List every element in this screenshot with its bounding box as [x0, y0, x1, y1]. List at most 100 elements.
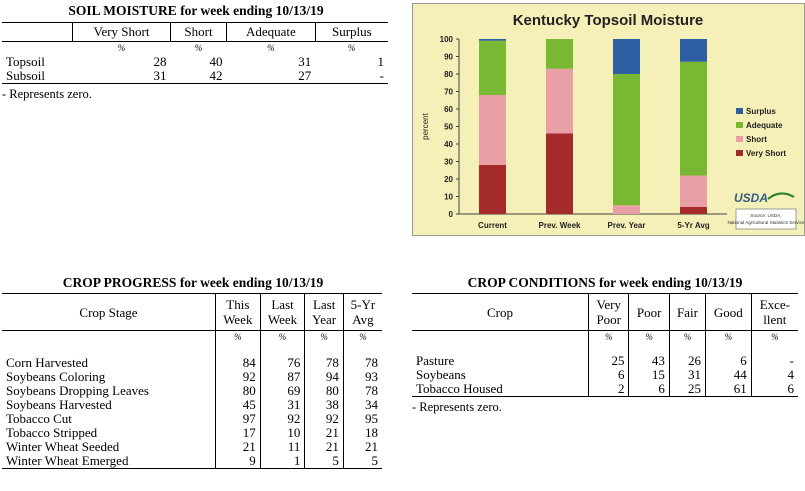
bar-segment — [479, 95, 506, 165]
table-row: Tobacco Stripped 17 10 21 18 — [2, 426, 382, 440]
source-text: National Agricultural Statistics Service — [727, 220, 805, 225]
usda-logo-swoosh — [767, 192, 795, 200]
y-tick-label: 90 — [444, 53, 453, 62]
unit-label: % — [215, 330, 261, 344]
table-cell: 11 — [259, 440, 305, 454]
unit-label: % — [342, 330, 382, 344]
row-label: Soybeans Dropping Leaves — [6, 383, 149, 398]
table-cell: 69 — [259, 384, 305, 398]
table-cell: 42 — [170, 69, 227, 84]
table-cell: 84 — [215, 356, 261, 370]
row-label: Topsoil — [6, 54, 45, 69]
soil-moisture-table: Very Short Short Adequate Surplus % % % … — [2, 22, 388, 84]
x-tick-label: Current — [478, 221, 507, 230]
bar-segment — [546, 133, 573, 214]
table-cell: 45 — [215, 398, 261, 412]
table-row: Pasture 25 43 26 6- — [412, 354, 798, 368]
table-cell: 6 — [628, 382, 670, 397]
bar-segment — [613, 39, 640, 74]
table-cell: 21 — [304, 426, 344, 440]
table-cell: 31 — [298, 54, 312, 69]
bar-segment — [546, 39, 573, 69]
column-header: Surplus — [314, 22, 388, 42]
table-cell: 6 — [705, 354, 752, 368]
unit-label: % — [267, 43, 275, 53]
table-cell: 93 — [342, 370, 382, 384]
table-cell: 92 — [259, 412, 305, 426]
x-tick-label: Prev. Week — [539, 221, 582, 230]
bar-segment — [680, 39, 707, 62]
row-label: Winter Wheat Seeded — [6, 439, 120, 454]
row-label: Tobacco Cut — [6, 411, 72, 426]
table-row: Topsoil 28 40 31 1 — [2, 55, 388, 69]
unit-label: % — [750, 330, 798, 344]
table-cell: 25 — [587, 354, 629, 368]
table-cell: 1 — [259, 454, 305, 469]
soil-moisture-title: SOIL MOISTURE for week ending 10/13/19 — [68, 3, 324, 18]
bar-segment — [613, 205, 640, 214]
table-row: Soybeans Coloring 92 87 94 93 — [2, 370, 382, 384]
table-cell: - — [750, 354, 798, 368]
table-cell: 92 — [215, 370, 261, 384]
table-cell: 25 — [668, 382, 706, 397]
table-cell: 31 — [668, 368, 706, 382]
table-cell: 44 — [705, 368, 752, 382]
unit-label: % — [194, 43, 203, 53]
table-cell: 28 — [153, 54, 167, 69]
row-label: Soybeans Harvested — [6, 397, 112, 412]
footnote: - Represents zero. — [412, 400, 502, 414]
unit-label: % — [304, 330, 344, 344]
legend-label: Adequate — [746, 121, 783, 130]
table-cell: 61 — [705, 382, 752, 397]
y-tick-label: 80 — [444, 70, 453, 79]
footnote: - Represents zero. — [2, 87, 92, 101]
y-tick-label: 60 — [444, 105, 453, 114]
column-header: Short — [169, 22, 227, 42]
table-cell: 17 — [215, 426, 261, 440]
unit-label: % — [628, 330, 670, 344]
table-cell: 2 — [587, 382, 629, 397]
column-header: Crop Stage — [2, 293, 216, 331]
row-label: Soybeans Coloring — [6, 369, 106, 384]
table-cell: 78 — [304, 356, 344, 370]
column-header: Exce-llent — [750, 293, 798, 331]
table-cell: 94 — [304, 370, 344, 384]
table-cell: 31 — [259, 398, 305, 412]
bar-segment — [479, 40, 506, 95]
column-header: Poor — [628, 293, 670, 331]
x-tick-label: 5-Yr Avg — [677, 221, 709, 230]
legend-label: Surplus — [746, 107, 776, 116]
table-cell: 40 — [209, 54, 223, 69]
y-tick-label: 10 — [444, 193, 453, 202]
row-label: Pasture — [416, 353, 455, 368]
table-cell: 6 — [587, 368, 629, 382]
chart-svg: Kentucky Topsoil Moisture 0 10 20 30 40 50 60 70… — [412, 3, 805, 236]
table-cell: 9 — [215, 454, 261, 469]
topsoil-moisture-chart: Kentucky Topsoil Moisture 0 10 20 30 40 50 60 70… — [412, 3, 805, 236]
table-cell: 38 — [304, 398, 344, 412]
column-header: 5-Yr Avg — [342, 293, 382, 331]
source-box — [735, 208, 797, 230]
table-cell: 26 — [668, 354, 706, 368]
bar-segment — [680, 207, 707, 214]
table-cell: 18 — [342, 426, 382, 440]
column-header: Crop — [412, 293, 589, 331]
table-cell: 97 — [215, 412, 261, 426]
crop-progress-title: CROP PROGRESS for week ending 10/13/19 — [62, 275, 324, 290]
table-cell: 34 — [342, 398, 382, 412]
table-cell: 92 — [304, 412, 344, 426]
table-row: Corn Harvested 84 76 78 78 — [2, 356, 382, 370]
table-cell: 43 — [628, 354, 670, 368]
table-row: Tobacco Cut 97 92 92 95 — [2, 412, 382, 426]
table-cell: 95 — [342, 412, 382, 426]
table-cell: 80 — [215, 384, 261, 398]
legend-swatch — [736, 150, 743, 156]
legend-label: Very Short — [746, 149, 786, 158]
table-row: Subsoil 31 42 27 - — [2, 69, 388, 84]
row-label: Corn Harvested — [6, 355, 88, 370]
column-header: This Week — [215, 293, 261, 331]
y-tick-label: 100 — [440, 35, 454, 44]
y-axis-label: percent — [421, 112, 430, 139]
y-tick-label: 0 — [449, 210, 454, 219]
table-cell: 27 — [226, 69, 316, 84]
